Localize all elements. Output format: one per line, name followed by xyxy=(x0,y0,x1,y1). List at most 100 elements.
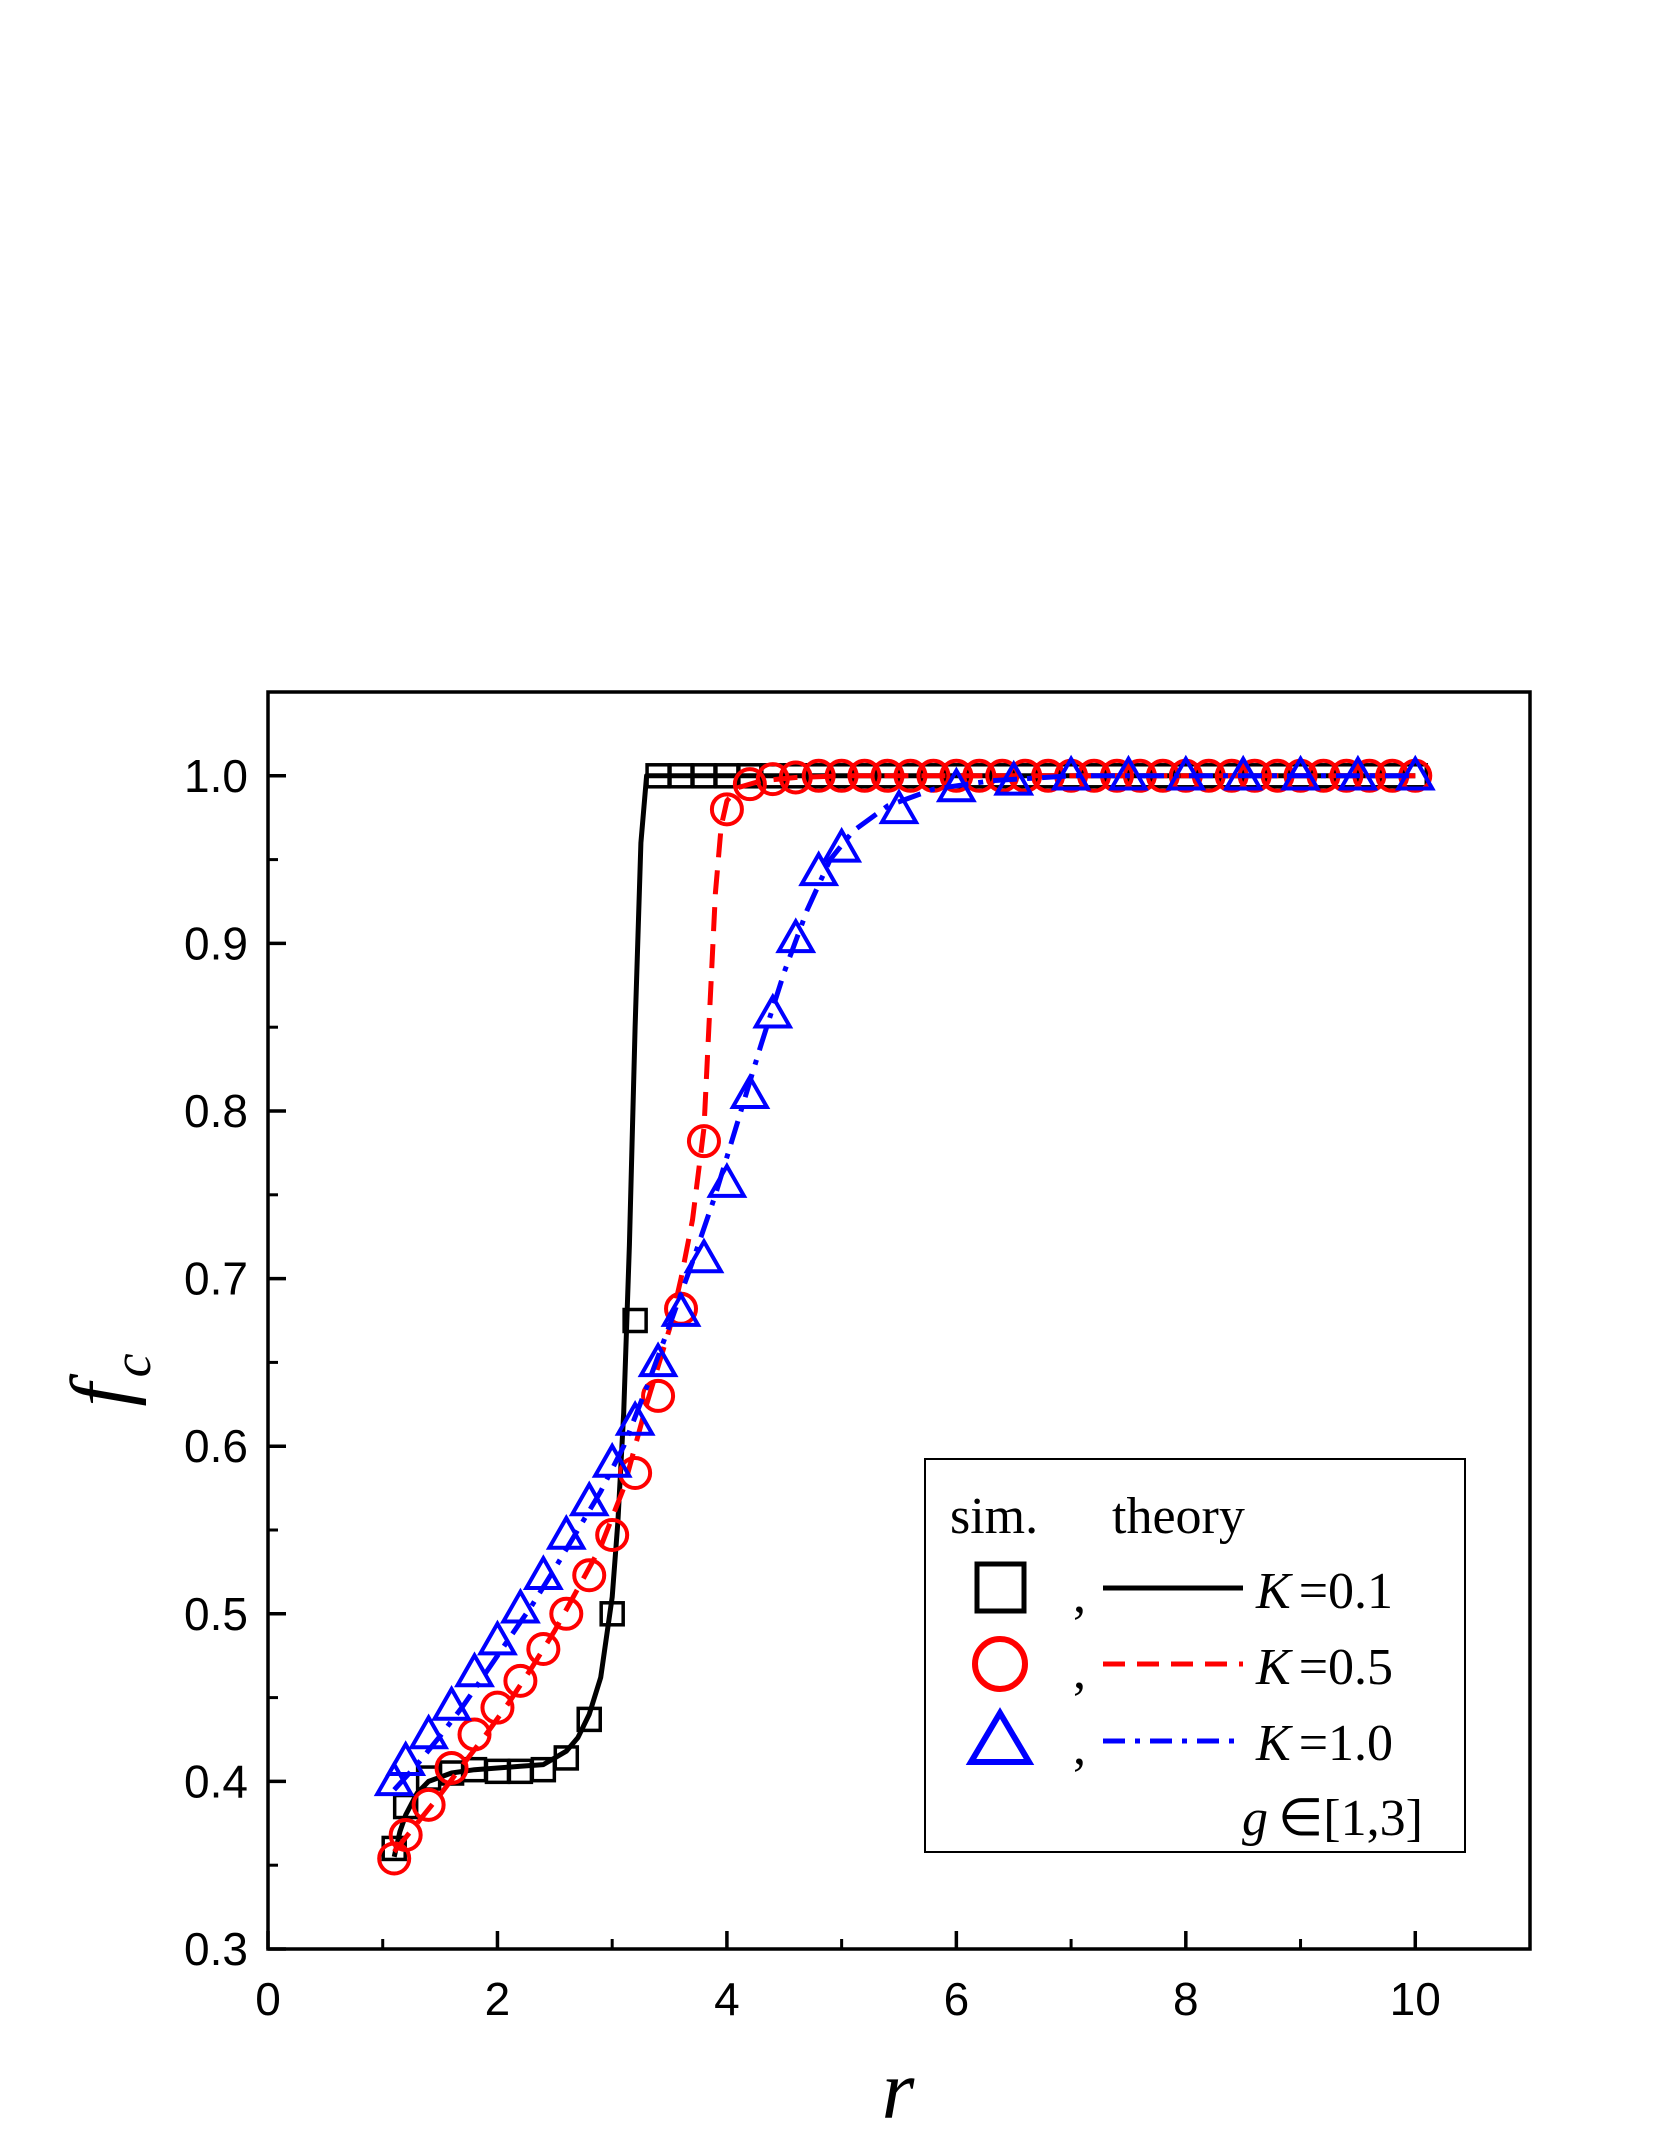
sim-point-triangle xyxy=(660,1291,702,1327)
legend-label-3-value: =1.0 xyxy=(1299,1715,1393,1772)
y-tick-label: 0.3 xyxy=(184,1923,248,1975)
sim-point-triangle xyxy=(373,1760,415,1797)
sim-point-circle xyxy=(595,1518,630,1553)
x-tick-label: 2 xyxy=(485,1973,511,2025)
sim-point-circle xyxy=(778,760,813,795)
sim-point-triangle xyxy=(993,759,1035,796)
sim-point-circle xyxy=(755,762,790,797)
sim-point-triangle xyxy=(568,1480,610,1517)
sim-point-triangle xyxy=(385,1740,427,1777)
legend-label-2-value: =0.5 xyxy=(1299,1639,1393,1696)
y-tick-label: 0.8 xyxy=(184,1085,248,1137)
sim-point-triangle xyxy=(1394,754,1436,791)
legend-label-1: K =0.1 xyxy=(1255,1563,1393,1620)
sim-point-circle xyxy=(709,792,744,827)
sim-point-triangle xyxy=(683,1237,725,1274)
sim-point-square xyxy=(576,1706,602,1733)
legend-header-theory: theory xyxy=(1112,1488,1245,1545)
sim-point-triangle xyxy=(454,1651,495,1688)
sim-point-circle xyxy=(939,758,974,793)
sim-point-triangle xyxy=(408,1713,450,1750)
sim-point-triangle xyxy=(706,1162,748,1198)
sim-point-triangle xyxy=(431,1684,473,1721)
y-axis-ticks: 0.3 0.4 0.5 0.6 0.7 0.8 0.9 1.0 xyxy=(184,750,286,1975)
legend-label-2-var: K xyxy=(1255,1639,1293,1696)
legend-marker-square xyxy=(974,1561,1027,1614)
sim-point-circle xyxy=(572,1558,607,1593)
x-tick-label: 0 xyxy=(255,1973,281,2025)
sim-point-circle xyxy=(434,1750,469,1785)
sim-point-circle xyxy=(549,1596,584,1631)
legend-label-1-var: K xyxy=(1255,1563,1293,1620)
sim-point-triangle xyxy=(477,1619,518,1656)
sim-point-triangle xyxy=(729,1073,771,1109)
sim-point-square xyxy=(484,1758,511,1785)
sim-point-triangle xyxy=(935,766,977,803)
y-tick-label: 0.6 xyxy=(184,1420,248,1472)
y-tick-label: 1.0 xyxy=(184,750,248,802)
sim-point-circle xyxy=(686,1124,721,1159)
sim-point-triangle xyxy=(1050,754,1092,791)
sim-point-triangle xyxy=(637,1341,679,1378)
legend: sim. theory , K =0.1 , K =0.5 , K =1.0 g ∈[1… xyxy=(924,1458,1466,1853)
legend-marker-triangle xyxy=(965,1707,1035,1765)
legend-marker-circle xyxy=(972,1636,1028,1692)
x-tick-label: 4 xyxy=(714,1973,740,2025)
sim-point-triangle xyxy=(522,1554,564,1591)
sim-point-circle xyxy=(1008,758,1043,793)
y-tick-label: 0.7 xyxy=(184,1253,248,1305)
sim-point-triangle xyxy=(1222,754,1264,791)
sim-point-triangle xyxy=(752,992,794,1029)
sim-point-circle xyxy=(411,1787,446,1822)
y-tick-label: 0.4 xyxy=(184,1755,248,1807)
legend-box xyxy=(924,1458,1466,1853)
sim-point-triangle xyxy=(1280,754,1321,791)
legend-note-var: g xyxy=(1242,1790,1268,1847)
legend-comma-3: , xyxy=(1073,1719,1086,1776)
sim-point-triangle xyxy=(545,1513,587,1550)
legend-header-sim: sim. xyxy=(950,1488,1038,1545)
sim-point-triangle xyxy=(1108,754,1149,791)
sim-point-circle xyxy=(388,1818,423,1853)
series-triangle xyxy=(373,754,1436,1797)
sim-point-circle xyxy=(893,758,928,793)
x-axis-ticks: 0 2 4 6 8 10 xyxy=(255,1931,1441,2025)
sim-point-square xyxy=(553,1745,580,1771)
sim-point-circle xyxy=(732,767,767,802)
sim-point-circle xyxy=(457,1717,492,1752)
y-axis-title: fc xyxy=(54,1353,162,1406)
legend-label-2: K =0.5 xyxy=(1255,1639,1393,1696)
sim-point-triangle xyxy=(614,1400,656,1436)
sim-point-triangle xyxy=(775,917,817,954)
y-axis-title-sub: c xyxy=(102,1353,162,1377)
legend-note-text: ∈[1,3] xyxy=(1278,1790,1423,1847)
x-tick-label: 6 xyxy=(944,1973,970,2025)
sim-point-circle xyxy=(503,1663,538,1698)
sim-point-circle xyxy=(847,758,882,793)
series-layer xyxy=(373,754,1436,1876)
sim-point-triangle xyxy=(821,826,863,863)
sim-point-circle xyxy=(480,1690,515,1725)
sim-point-circle xyxy=(1329,758,1364,793)
sim-point-circle xyxy=(962,758,997,793)
y-tick-label: 0.9 xyxy=(184,917,248,969)
x-tick-label: 8 xyxy=(1173,1973,1199,2025)
y-tick-label: 0.5 xyxy=(184,1588,248,1640)
sim-point-triangle xyxy=(1337,754,1379,791)
legend-note: g ∈[1,3] xyxy=(1242,1790,1423,1847)
legend-label-1-value: =0.1 xyxy=(1299,1563,1393,1620)
sim-point-triangle xyxy=(878,788,920,825)
sim-point-triangle xyxy=(499,1587,541,1624)
sim-point-circle xyxy=(824,758,859,793)
sim-point-triangle xyxy=(798,850,840,887)
theory-line-solid xyxy=(391,773,1416,1858)
sim-point-circle xyxy=(985,758,1020,793)
legend-label-3-var: K xyxy=(1255,1715,1293,1772)
legend-comma-2: , xyxy=(1073,1643,1086,1700)
sim-point-triangle xyxy=(1165,754,1207,791)
sim-point-square xyxy=(599,1601,625,1627)
sim-point-circle xyxy=(801,758,836,793)
sim-point-triangle xyxy=(591,1441,633,1478)
sim-point-circle xyxy=(526,1631,561,1666)
